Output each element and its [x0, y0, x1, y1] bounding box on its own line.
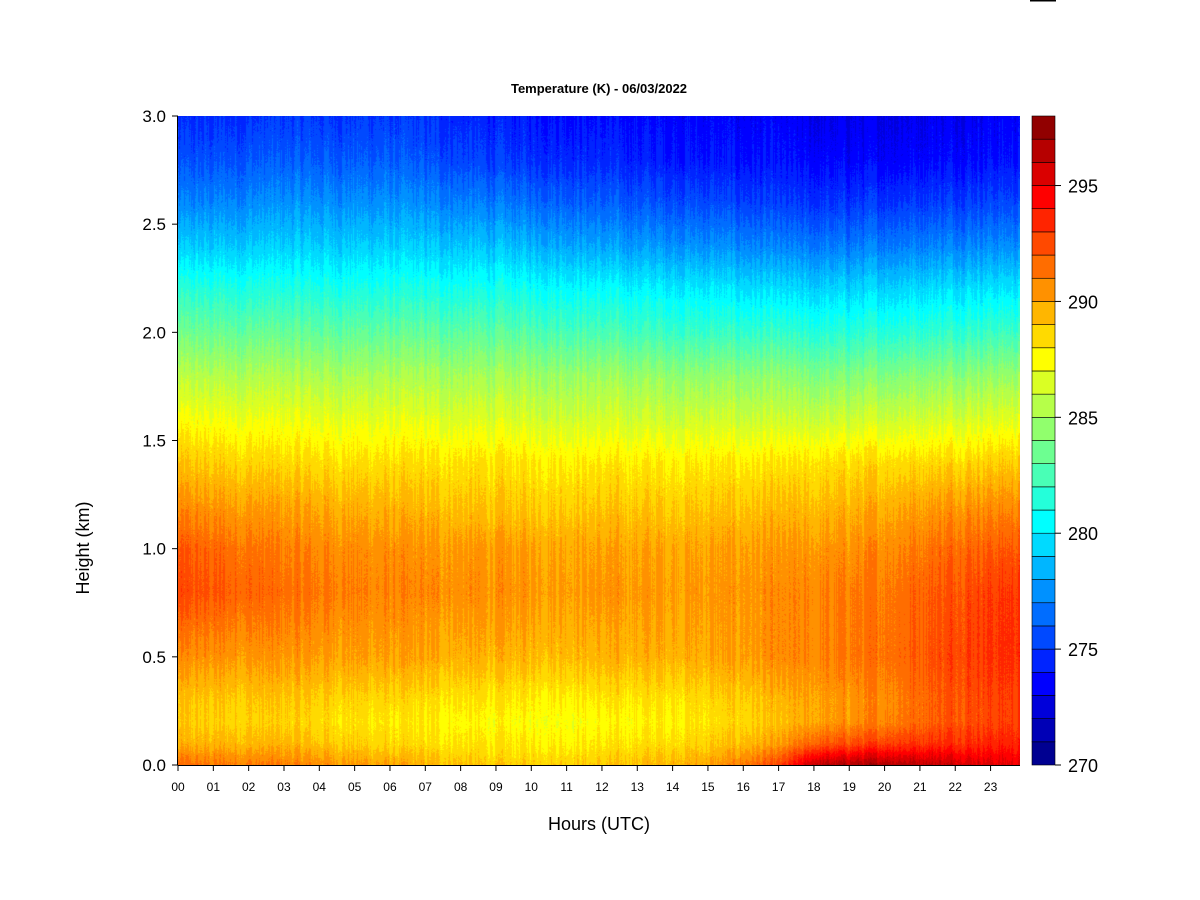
colorbar-segment	[1031, 556, 1056, 580]
x-tick-label: 16	[737, 780, 751, 794]
colorbar-segment	[1031, 208, 1056, 233]
colorbar-segment	[1031, 370, 1056, 395]
x-tick-label: 11	[560, 780, 573, 794]
colorbar-segment	[1031, 417, 1056, 441]
colorbar-tick-label: 280	[1068, 524, 1098, 544]
y-tick-label: 0.0	[142, 756, 166, 775]
x-tick-label: 12	[595, 780, 609, 794]
x-tick-label: 05	[348, 780, 362, 794]
colorbar-segment	[1031, 648, 1056, 673]
colorbar-segment	[1031, 509, 1056, 534]
colorbar-segment	[1031, 185, 1056, 210]
colorbar-tick-label: 290	[1068, 292, 1098, 312]
colorbar-segment	[1031, 138, 1056, 163]
colorbar-segment	[1031, 440, 1056, 464]
colorbar-segment	[1031, 254, 1056, 279]
x-tick-label: 22	[949, 780, 963, 794]
colorbar-segment	[1031, 602, 1056, 627]
colorbar-segment	[1031, 671, 1056, 696]
x-tick-label: 23	[984, 780, 998, 794]
x-tick-label: 08	[454, 780, 468, 794]
x-tick-label: 15	[701, 780, 715, 794]
y-tick-label: 1.0	[142, 540, 166, 559]
temperature-heatmap	[178, 116, 1020, 765]
colorbar-segment	[1031, 625, 1056, 650]
y-tick-label: 3.0	[142, 107, 166, 126]
x-tick-label: 14	[666, 780, 680, 794]
x-tick-label: 21	[913, 780, 927, 794]
x-tick-label: 00	[171, 780, 185, 794]
colorbar-segment	[1031, 695, 1056, 719]
colorbar-segment	[1031, 579, 1056, 604]
colorbar-ticks: 270 275 280 285 290 295	[1055, 177, 1098, 776]
x-tick-label: 04	[313, 780, 327, 794]
colorbar	[1031, 115, 1056, 766]
colorbar-segment	[1031, 162, 1056, 186]
corner-mark	[1030, 0, 1056, 2]
colorbar-tick-label: 285	[1068, 408, 1098, 428]
colorbar-segment	[1031, 301, 1056, 325]
x-tick-label: 19	[843, 780, 857, 794]
colorbar-segment	[1031, 486, 1056, 511]
colorbar-segment	[1031, 347, 1056, 372]
colorbar-segment	[1031, 115, 1056, 140]
colorbar-segment	[1031, 741, 1056, 766]
x-tick-label: 17	[772, 780, 786, 794]
colorbar-segment	[1031, 324, 1056, 349]
x-tick-label: 20	[878, 780, 892, 794]
x-tick-label: 10	[525, 780, 539, 794]
x-tick-label: 01	[207, 780, 221, 794]
x-tick-label: 03	[277, 780, 291, 794]
x-tick-label: 09	[489, 780, 503, 794]
y-tick-label: 1.5	[142, 432, 166, 451]
y-axis-label: Height (km)	[73, 501, 93, 594]
colorbar-tick-label: 270	[1068, 756, 1098, 776]
x-tick-label: 18	[807, 780, 821, 794]
y-tick-label: 2.0	[142, 323, 166, 342]
y-tick-label: 2.5	[142, 215, 166, 234]
colorbar-segment	[1031, 532, 1056, 557]
x-tick-label: 02	[242, 780, 256, 794]
colorbar-segment	[1031, 718, 1056, 743]
x-tick-label: 06	[383, 780, 397, 794]
x-tick-label: 13	[631, 780, 645, 794]
colorbar-segment	[1031, 463, 1056, 488]
colorbar-segment	[1031, 231, 1056, 256]
colorbar-tick-label: 295	[1068, 177, 1098, 197]
y-axis: 0.0 0.5 1.0 1.5 2.0 2.5 3.0	[142, 107, 178, 775]
colorbar-segment	[1031, 277, 1056, 302]
colorbar-segment	[1031, 393, 1056, 418]
x-tick-label: 07	[419, 780, 433, 794]
y-tick-label: 0.5	[142, 648, 166, 667]
x-axis: 00 01 02 03 04 05 06 07 08 09 10 11 12 13 14 15 16 17 18 19…	[171, 765, 1020, 794]
heatmap-plot-area	[178, 116, 1020, 765]
colorbar-tick-label: 275	[1068, 640, 1098, 660]
x-axis-label: Hours (UTC)	[548, 814, 650, 834]
chart-title: Temperature (K) - 06/03/2022	[511, 81, 687, 96]
